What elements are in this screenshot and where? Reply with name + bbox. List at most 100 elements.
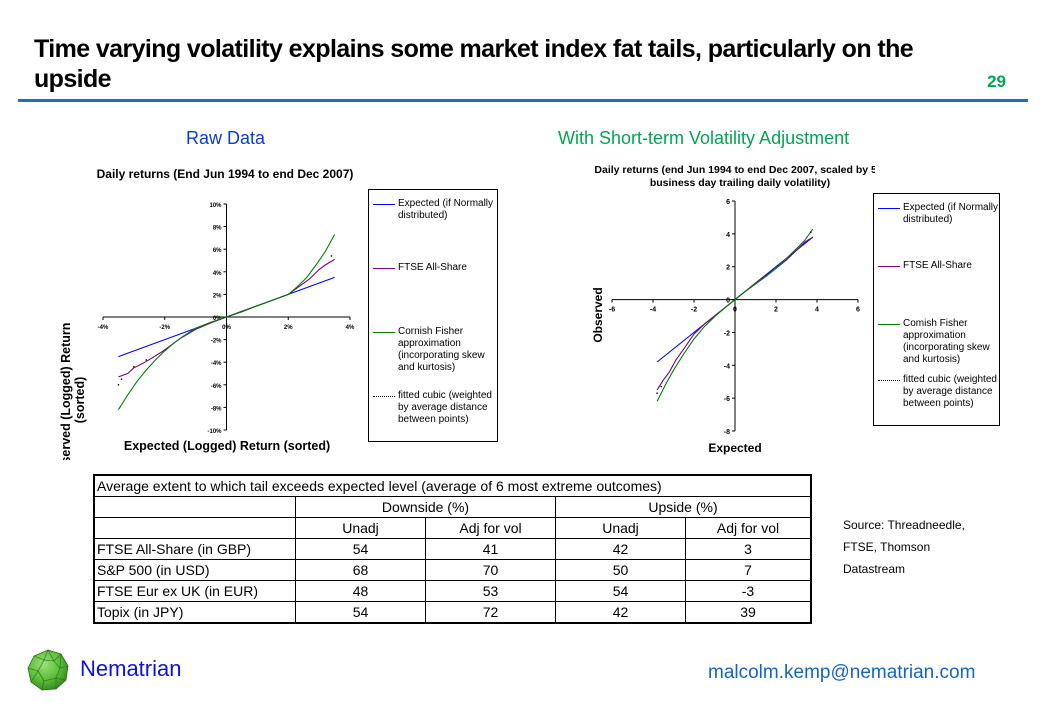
cell: 7 xyxy=(685,559,812,581)
data-point-fitted-cubic xyxy=(656,392,658,394)
y-tick-label: 0 xyxy=(726,298,730,305)
contact-email[interactable]: malcolm.kemp@nematrian.com xyxy=(708,662,976,683)
x-tick-label: 4% xyxy=(346,325,355,331)
legend-item-ftse: FTSE All-Share xyxy=(373,262,498,274)
chart-raw-data: Daily returns (End Jun 1994 to end Dec 2… xyxy=(59,167,355,460)
group-header-upside: Upside (%) xyxy=(555,496,812,518)
table-sub-header-row: Unadj Adj for vol Unadj Adj for vol xyxy=(93,517,812,539)
y-axis-label-line1: Observed (Logged) Return xyxy=(59,323,73,460)
table-empty-cell xyxy=(93,496,296,518)
x-tick-label: 0% xyxy=(222,325,231,331)
chart-vol-adjusted: Daily returns (end Jun 1994 to end Dec 2… xyxy=(591,164,875,455)
group-header-downside: Downside (%) xyxy=(295,496,556,518)
y-axis-label: Observed xyxy=(591,287,605,342)
chart-title-line2: business day trailing daily volatility) xyxy=(650,177,830,189)
brand-name: Nematrian xyxy=(80,656,182,681)
legend-label: Expected (if Normally distributed) xyxy=(398,198,494,221)
data-point-fitted-cubic xyxy=(330,255,333,257)
legend-item-expected: Expected (if Normally distributed) xyxy=(373,198,498,222)
y-tick-label: -6 xyxy=(724,396,730,403)
legend-swatch-cubic xyxy=(878,374,900,381)
y-tick-label: -6% xyxy=(211,384,222,390)
y-tick-label: 10% xyxy=(209,203,222,209)
data-point-fitted-cubic xyxy=(660,385,662,388)
sub-header: Adj for vol xyxy=(685,517,812,539)
legend-label: FTSE All-Share xyxy=(398,262,467,273)
x-tick-label: -4 xyxy=(650,307,656,314)
cell: 53 xyxy=(425,580,556,602)
row-label: FTSE All-Share (in GBP) xyxy=(93,538,296,560)
y-tick-label: 2 xyxy=(726,265,730,272)
legend-swatch-expected xyxy=(878,202,900,209)
y-tick-label: -10% xyxy=(207,429,222,435)
row-label: Topix (in JPY) xyxy=(93,601,296,624)
sub-header: Unadj xyxy=(555,517,686,539)
data-point-fitted-cubic xyxy=(120,378,123,380)
y-axis-label-line2: (sorted) xyxy=(73,377,87,424)
y-tick-label: -4 xyxy=(724,363,730,370)
legend-label: Comish Fisher approximation (incorporati… xyxy=(903,318,990,365)
x-tick-label: 2 xyxy=(774,307,778,314)
tail-exceedance-table: Average extent to which tail exceeds exp… xyxy=(93,474,812,624)
data-point-fitted-cubic xyxy=(810,231,812,233)
table-row: S&P 500 (in USD) 68 70 50 7 xyxy=(93,559,812,581)
data-point-fitted-cubic xyxy=(117,384,120,386)
x-tick-label: -6 xyxy=(609,307,615,314)
cell: 72 xyxy=(425,601,556,624)
header-divider xyxy=(18,99,1028,102)
cell: 3 xyxy=(685,538,812,560)
cell: 48 xyxy=(295,580,426,602)
chart-title: Daily returns (End Jun 1994 to end Dec 2… xyxy=(97,167,354,181)
legend-swatch-cubic xyxy=(373,390,395,397)
y-tick-label: 8% xyxy=(213,226,222,232)
legend-label: fitted cubic (weighted by average distan… xyxy=(903,374,997,409)
legend-item-cubic: fitted cubic (weighted by average distan… xyxy=(373,390,498,426)
y-axis-label: Observed (Logged) Return (sorted) xyxy=(59,319,87,460)
cell: 54 xyxy=(555,580,686,602)
cell: 42 xyxy=(555,601,686,624)
table-empty-cell xyxy=(93,517,296,539)
y-tick-label: 4% xyxy=(213,271,222,277)
table-caption: Average extent to which tail exceeds exp… xyxy=(93,474,812,497)
y-tick-label: 0% xyxy=(213,316,222,322)
chart-title: Daily returns (end Jun 1994 to end Dec 2… xyxy=(594,164,875,189)
legend-right: Expected (if Normally distributed) FTSE … xyxy=(873,193,1000,426)
x-tick-label: 0 xyxy=(733,307,737,314)
cell: 42 xyxy=(555,538,686,560)
subtitle-vol-adjusted: With Short-term Volatility Adjustment xyxy=(558,128,850,148)
y-tick-label: -8% xyxy=(211,406,222,412)
legend-item-cornish: Comish Fisher approximation (incorporati… xyxy=(878,318,1003,366)
sub-header: Unadj xyxy=(295,517,426,539)
source-line: Datastream xyxy=(843,562,906,576)
source-line: Source: Threadneedle, xyxy=(843,518,965,532)
x-axis-label: Expected (Logged) Return (sorted) xyxy=(124,439,330,453)
legend-swatch-cornish xyxy=(878,318,900,325)
chart-title-line1: Daily returns (end Jun 1994 to end Dec 2… xyxy=(594,164,875,176)
cell: 70 xyxy=(425,559,556,581)
series-line-cornish xyxy=(656,228,814,402)
legend-label: fitted cubic (weighted by average distan… xyxy=(398,390,492,425)
cell: 68 xyxy=(295,559,426,581)
cell: 50 xyxy=(555,559,686,581)
y-tick-label: -4% xyxy=(211,361,222,367)
source-line: FTSE, Thomson xyxy=(843,540,931,554)
series-line-cornish xyxy=(117,234,336,410)
sub-header: Adj for vol xyxy=(425,517,556,539)
row-label: S&P 500 (in USD) xyxy=(93,559,296,581)
legend-swatch-cornish xyxy=(373,326,395,333)
legend-left: Expected (if Normally distributed) FTSE … xyxy=(368,189,498,442)
legend-swatch-ftse xyxy=(878,260,900,267)
legend-item-expected: Expected (if Normally distributed) xyxy=(878,202,1003,226)
data-point-fitted-cubic xyxy=(145,359,147,361)
x-tick-label: 6 xyxy=(856,307,860,314)
x-tick-label: -2% xyxy=(159,325,170,331)
subtitle-raw-data: Raw Data xyxy=(186,128,266,148)
data-point-fitted-cubic xyxy=(133,366,135,368)
table-row: FTSE All-Share (in GBP) 54 41 42 3 xyxy=(93,538,812,560)
page-number: 29 xyxy=(987,72,1006,91)
legend-label: Expected (if Normally distributed) xyxy=(903,202,999,225)
x-axis-label: Expected xyxy=(708,441,761,455)
table-row: FTSE Eur ex UK (in EUR) 48 53 54 -3 xyxy=(93,580,812,602)
y-tick-label: -8 xyxy=(724,429,730,436)
cell: 54 xyxy=(295,538,426,560)
